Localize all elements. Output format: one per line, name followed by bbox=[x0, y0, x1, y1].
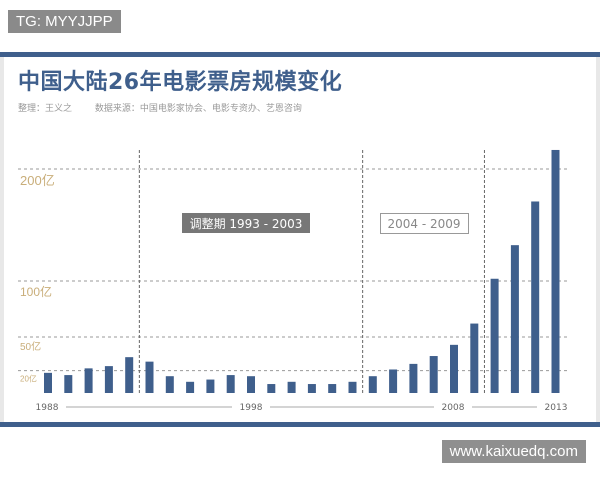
bar-2007 bbox=[429, 356, 438, 393]
annotation-growth: 2004 - 2009 bbox=[387, 217, 460, 231]
source: 数据来源：中国电影家协会、电影专资办、艺恩咨询 bbox=[94, 104, 302, 114]
bar-2010 bbox=[490, 278, 499, 393]
right-edge bbox=[596, 57, 600, 422]
bar-2000 bbox=[287, 381, 296, 393]
y-tick-label: 200亿 bbox=[20, 173, 55, 188]
y-tick-label: 20亿 bbox=[20, 374, 37, 384]
bar-2003 bbox=[348, 381, 357, 393]
bar-2012 bbox=[531, 201, 540, 393]
annotation-adjustment: 调整期 1993 - 2003 bbox=[190, 216, 303, 231]
tg-badge: TG: MYYJJPP bbox=[8, 10, 121, 33]
bar-2002 bbox=[328, 384, 337, 393]
y-tick-label: 50亿 bbox=[20, 340, 41, 353]
bar-1990 bbox=[84, 368, 93, 393]
x-tick-label: 1988 bbox=[36, 403, 59, 413]
bar-1998 bbox=[247, 376, 255, 393]
annotation-box-growth bbox=[380, 213, 469, 234]
bar-2008 bbox=[450, 344, 458, 393]
x-tick-label: 2008 bbox=[442, 403, 465, 413]
chart-title: 中国大陆26年电影票房规模变化 bbox=[18, 70, 343, 95]
bar-2006 bbox=[409, 363, 418, 393]
subtitle: 整理：王义之 数据来源：中国电影家协会、电影专资办、艺恩咨询 bbox=[18, 101, 322, 114]
bar-2013 bbox=[551, 149, 560, 393]
bar-2005 bbox=[389, 369, 398, 393]
bar-2009 bbox=[470, 323, 479, 393]
bar-1996 bbox=[206, 379, 215, 393]
bar-1999 bbox=[267, 384, 276, 393]
bar-1995 bbox=[186, 381, 195, 393]
top-frame-bar bbox=[0, 52, 600, 57]
watermark: www.kaixuedq.com bbox=[441, 440, 586, 463]
y-tick-label: 100亿 bbox=[20, 284, 52, 299]
bar-1989 bbox=[64, 375, 73, 393]
x-tick-label: 1998 bbox=[240, 403, 263, 413]
bar-2004 bbox=[368, 376, 377, 393]
bar-1992 bbox=[125, 357, 134, 393]
compiler: 整理：王义之 bbox=[18, 104, 73, 114]
annotation-box-adjustment bbox=[182, 213, 310, 233]
x-tick-label: 2013 bbox=[545, 403, 568, 413]
bar-1988 bbox=[44, 372, 52, 393]
bar-1994 bbox=[165, 376, 174, 393]
bar-1997 bbox=[226, 375, 235, 393]
bar-1993 bbox=[145, 361, 154, 393]
left-edge bbox=[0, 57, 4, 422]
bottom-frame-bar bbox=[0, 422, 600, 427]
bar-2011 bbox=[510, 245, 519, 393]
bar-1991 bbox=[104, 366, 113, 393]
bar-2001 bbox=[307, 384, 316, 393]
